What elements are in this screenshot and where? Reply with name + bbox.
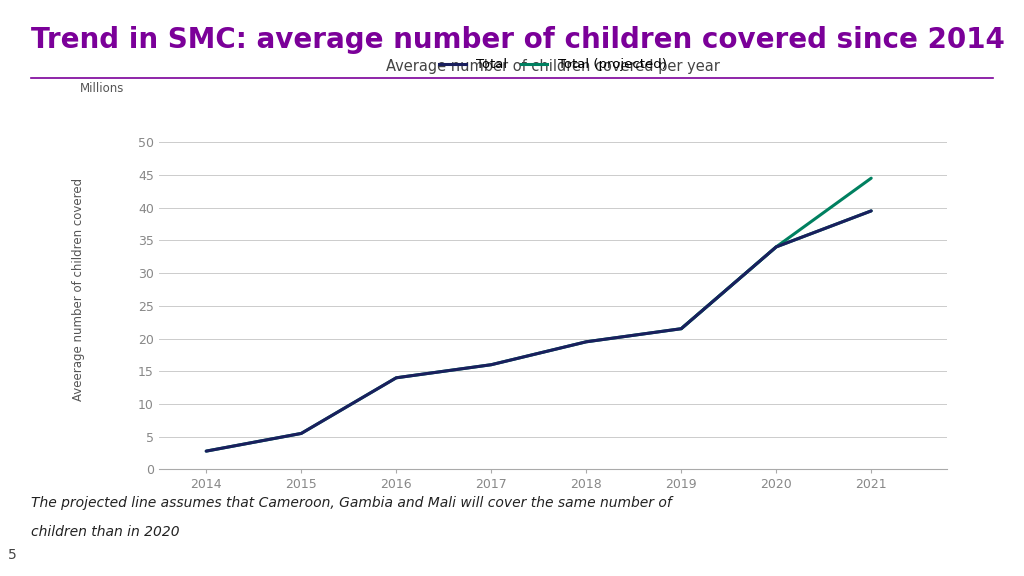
Legend: Total, Total (projected): Total, Total (projected) [434, 53, 672, 77]
Text: Trend in SMC: average number of children covered since 2014: Trend in SMC: average number of children… [31, 26, 1005, 54]
Text: The projected line assumes that Cameroon, Gambia and Mali will cover the same nu: The projected line assumes that Cameroon… [31, 496, 672, 510]
Text: children than in 2020: children than in 2020 [31, 525, 179, 539]
Y-axis label: Aveerage number of children covered: Aveerage number of children covered [72, 178, 85, 401]
Text: 5: 5 [8, 548, 17, 562]
Title: Average number of children covered per year: Average number of children covered per y… [386, 59, 720, 74]
Text: Millions: Millions [80, 82, 124, 95]
